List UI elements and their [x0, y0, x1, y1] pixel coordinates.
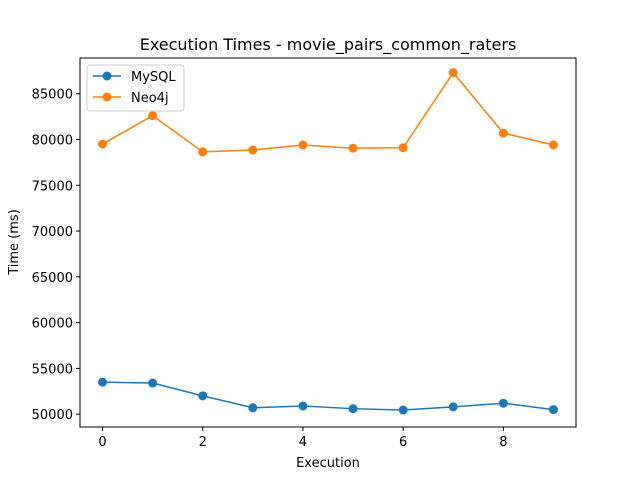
legend: MySQL Neo4j	[86, 64, 185, 112]
data-point-neo4j	[248, 145, 258, 155]
x-tick-label: 4	[299, 435, 307, 450]
data-point-neo4j	[98, 139, 108, 149]
plot-area-frame	[79, 57, 577, 428]
x-axis-label: Execution	[296, 456, 360, 471]
x-axis: 0 2 4 6 8	[98, 427, 507, 450]
legend-label-mysql: MySQL	[131, 70, 176, 85]
data-point-neo4j	[498, 128, 508, 138]
data-point-neo4j	[348, 143, 358, 153]
data-point-neo4j	[398, 143, 408, 153]
legend-marker-mysql	[102, 71, 112, 81]
x-tick-label: 6	[399, 435, 407, 450]
series-line-neo4j	[102, 71, 554, 153]
y-axis: 50000 55000 60000 65000 70000 75000 80000 85000	[32, 88, 80, 423]
data-point-neo4j	[148, 111, 158, 121]
x-tick-label: 8	[499, 435, 507, 450]
data-point-mysql	[198, 391, 208, 401]
chart-title: Execution Times - movie_pairs_common_rat…	[140, 35, 517, 55]
legend-marker-neo4j	[102, 92, 112, 102]
y-axis-label: Time (ms)	[7, 209, 22, 276]
x-tick-label: 2	[199, 435, 207, 450]
data-point-mysql	[248, 403, 258, 413]
data-point-mysql	[448, 402, 458, 412]
x-tick-label: 0	[98, 435, 106, 450]
data-point-neo4j	[548, 140, 558, 150]
data-point-mysql	[148, 378, 158, 388]
data-point-mysql	[498, 398, 508, 408]
y-tick-label: 50000	[32, 408, 73, 423]
data-point-neo4j	[448, 68, 458, 78]
data-point-neo4j	[298, 140, 308, 150]
y-tick-label: 65000	[32, 271, 73, 286]
y-tick-label: 70000	[32, 225, 73, 240]
y-tick-label: 60000	[32, 317, 73, 332]
y-tick-label: 75000	[32, 179, 73, 194]
legend-label-neo4j: Neo4j	[131, 91, 169, 106]
y-tick-label: 80000	[32, 133, 73, 148]
data-point-mysql	[348, 404, 358, 414]
series-line-mysql	[102, 381, 554, 411]
data-point-neo4j	[198, 147, 208, 157]
data-point-mysql	[98, 377, 108, 387]
y-tick-label: 55000	[32, 362, 73, 377]
data-point-mysql	[398, 405, 408, 415]
data-point-mysql	[548, 405, 558, 415]
data-point-mysql	[298, 401, 308, 411]
y-tick-label: 85000	[32, 88, 73, 103]
